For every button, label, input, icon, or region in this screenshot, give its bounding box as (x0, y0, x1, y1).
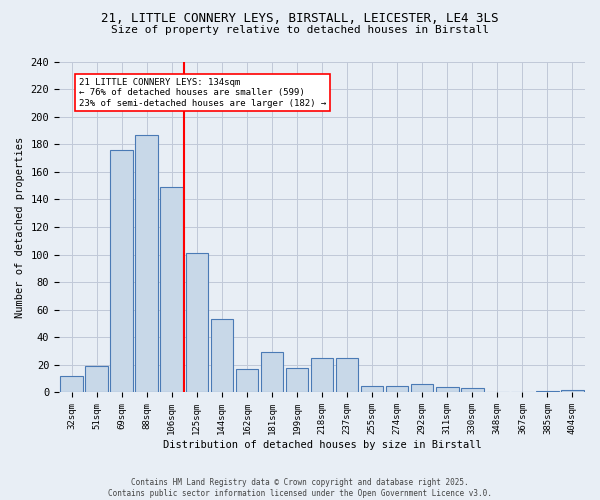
Bar (461, 388, 484, 392)
Bar (136, 134, 158, 392)
Bar (160, 187, 183, 392)
Bar (85, 366, 108, 392)
Bar (60, 376, 83, 392)
Text: Contains HM Land Registry data © Crown copyright and database right 2025.
Contai: Contains HM Land Registry data © Crown c… (108, 478, 492, 498)
X-axis label: Distribution of detached houses by size in Birstall: Distribution of detached houses by size … (163, 440, 481, 450)
Bar (561, 390, 584, 392)
Bar (361, 386, 383, 392)
Text: Size of property relative to detached houses in Birstall: Size of property relative to detached ho… (111, 25, 489, 35)
Bar (336, 358, 358, 392)
Bar (286, 368, 308, 392)
Bar (436, 387, 458, 392)
Bar (110, 150, 133, 392)
Y-axis label: Number of detached properties: Number of detached properties (15, 136, 25, 318)
Bar (185, 253, 208, 392)
Text: 21 LITTLE CONNERY LEYS: 134sqm
← 76% of detached houses are smaller (599)
23% of: 21 LITTLE CONNERY LEYS: 134sqm ← 76% of … (79, 78, 326, 108)
Bar (411, 384, 433, 392)
Bar (536, 391, 559, 392)
Bar (311, 358, 333, 392)
Text: 21, LITTLE CONNERY LEYS, BIRSTALL, LEICESTER, LE4 3LS: 21, LITTLE CONNERY LEYS, BIRSTALL, LEICE… (101, 12, 499, 26)
Bar (386, 386, 409, 392)
Bar (211, 320, 233, 392)
Bar (260, 352, 283, 393)
Bar (236, 369, 258, 392)
